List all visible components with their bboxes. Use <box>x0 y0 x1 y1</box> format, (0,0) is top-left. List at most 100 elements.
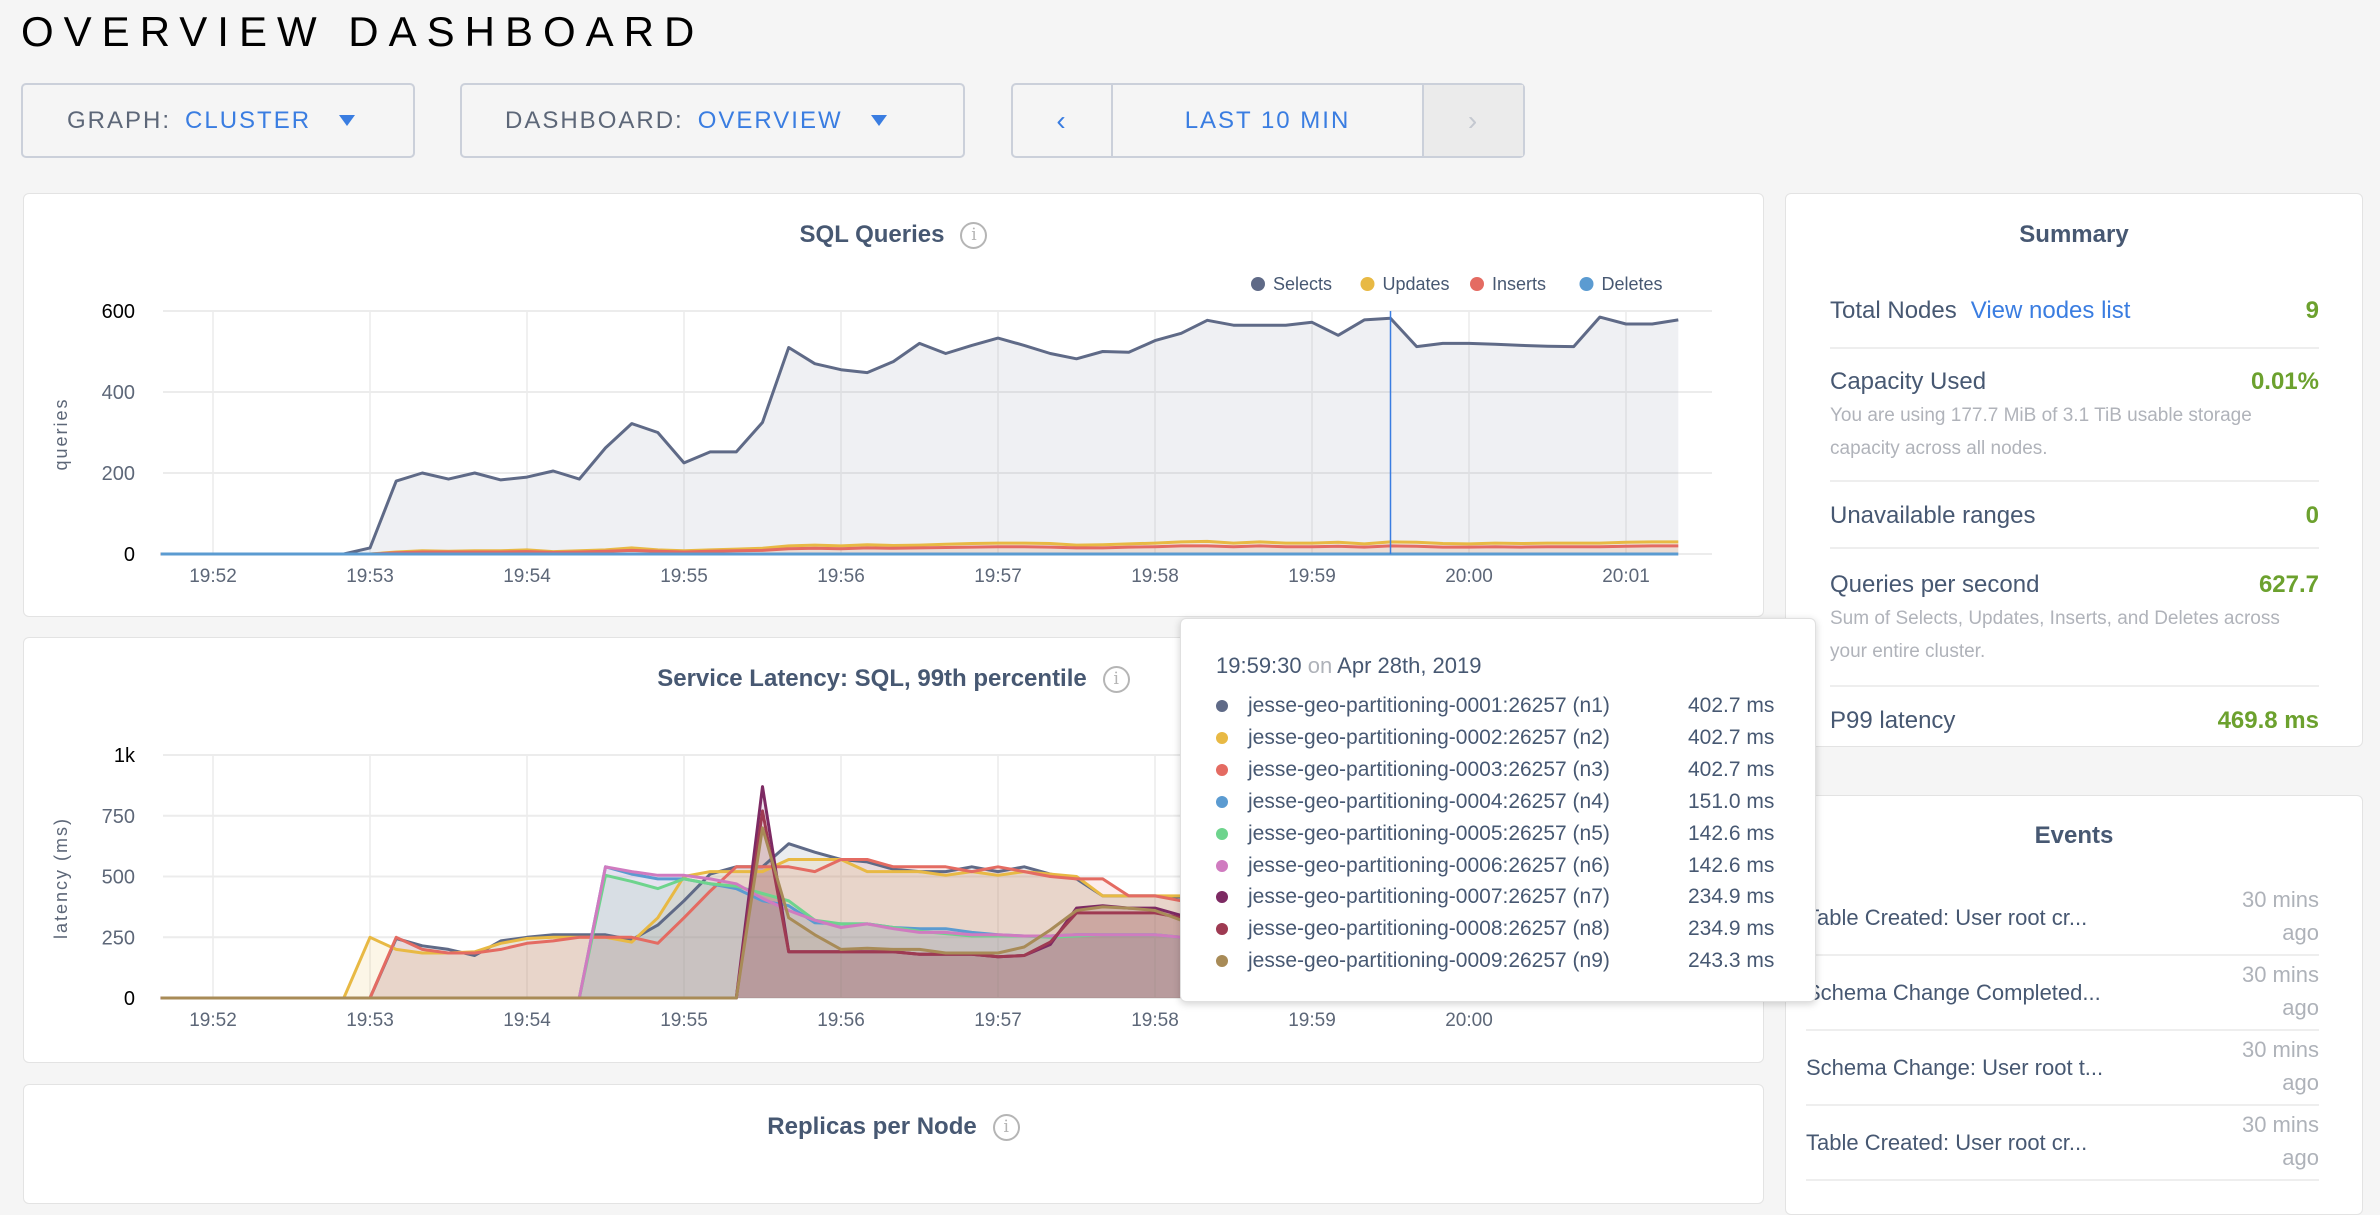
event-item[interactable]: Table Created: User root cr... 30 mins ag… <box>1806 881 2319 956</box>
sql-queries-chart[interactable]: 19:52 19:53 19:54 19:55 19:56 19:57 19:58 19:59… <box>24 194 1765 618</box>
caret-down-icon <box>339 115 356 126</box>
tooltip-value: 402.7 ms <box>1688 725 1775 749</box>
x-tick-label: 19:58 <box>1131 566 1179 587</box>
tooltip-node-name: jesse-geo-partitioning-0002:26257 (n2) <box>1248 725 1610 749</box>
series-dot-icon <box>1216 923 1228 936</box>
legend-label: Updates <box>1383 274 1450 294</box>
y-tick-label: 600 <box>102 301 135 323</box>
y-axis-label: queries <box>51 397 71 470</box>
tooltip-row: jesse-geo-partitioning-0004:26257 (n4) 15… <box>1216 786 1774 818</box>
y-tick-label: 0 <box>124 544 135 566</box>
tooltip-value: 234.9 ms <box>1688 917 1775 941</box>
view-nodes-list-link[interactable]: View nodes list <box>1970 297 2131 324</box>
info-icon[interactable]: i <box>992 1114 1020 1142</box>
x-tick-label: 19:52 <box>189 566 237 587</box>
tooltip-day: Apr 28th, 2019 <box>1337 653 1482 678</box>
events-card: Events Table Created: User root cr... 30 … <box>1785 795 2363 1215</box>
x-tick-label: 19:59 <box>1288 1010 1336 1031</box>
tooltip-row: jesse-geo-partitioning-0006:26257 (n6) 14… <box>1216 850 1774 882</box>
dashboard-label: DASHBOARD: <box>505 106 684 134</box>
p99-value: 469.8 ms <box>2217 707 2319 734</box>
graph-label: GRAPH: <box>67 106 172 134</box>
time-range-dropdown[interactable]: LAST 10 MIN <box>1113 85 1424 156</box>
qps-value: 627.7 <box>2258 571 2319 598</box>
event-text: Table Created: User root cr... <box>1806 1130 2088 1155</box>
graph-dropdown[interactable]: GRAPH: CLUSTER <box>21 83 415 158</box>
dashboard-dropdown[interactable]: DASHBOARD: OVERVIEW <box>460 83 965 158</box>
x-tick-label: 19:59 <box>1288 566 1336 587</box>
latency-title-wrap: Service Latency: SQL, 99th percentile i <box>24 665 1763 694</box>
x-tick-label: 19:56 <box>817 566 865 587</box>
page-title: OVERVIEW DASHBOARD <box>21 8 705 55</box>
tooltip-row: jesse-geo-partitioning-0008:26257 (n8) 23… <box>1216 913 1774 945</box>
series-dot-icon <box>1216 827 1228 840</box>
info-icon[interactable]: i <box>1102 666 1130 694</box>
legend-dot-icon <box>1579 277 1594 291</box>
y-tick-label: 0 <box>124 988 135 1010</box>
legend-dot-icon <box>1470 277 1484 291</box>
tooltip-row: jesse-geo-partitioning-0001:26257 (n1) 40… <box>1216 690 1774 722</box>
dashboard-value: OVERVIEW <box>697 106 843 134</box>
y-tick-label: 250 <box>102 927 135 949</box>
event-time: 30 mins ago <box>2241 887 2319 945</box>
tooltip-row: jesse-geo-partitioning-0005:26257 (n5) 14… <box>1216 818 1774 850</box>
total-nodes-value: 9 <box>2305 297 2319 324</box>
latency-title: Service Latency: SQL, 99th percentile <box>657 665 1087 692</box>
next-time-button[interactable]: › <box>1424 85 1523 156</box>
tooltip-value: 151.0 ms <box>1688 789 1775 813</box>
series-area <box>160 317 1679 554</box>
summary-row-p99: P99 latency 469.8 ms <box>1830 687 2319 738</box>
event-time: 30 mins ago <box>2241 962 2319 1020</box>
x-tick-label: 19:53 <box>346 566 394 587</box>
tooltip-value: 402.7 ms <box>1688 757 1775 781</box>
tooltip-node-name: jesse-geo-partitioning-0009:26257 (n9) <box>1248 949 1610 973</box>
tooltip-value: 142.6 ms <box>1688 853 1775 877</box>
summary-row-capacity: Capacity Used 0.01% You are using 177.7 M… <box>1830 349 2319 482</box>
tooltip-row: jesse-geo-partitioning-0009:26257 (n9) 24… <box>1216 945 1774 977</box>
chart-tooltip: 19:59:30 on Apr 28th, 2019 jesse-geo-par… <box>1180 618 1816 1002</box>
capacity-label: Capacity Used <box>1830 368 1987 395</box>
tooltip-node-name: jesse-geo-partitioning-0008:26257 (n8) <box>1248 917 1610 941</box>
series-line[interactable] <box>160 544 1679 556</box>
series-dot-icon <box>1216 795 1228 808</box>
series-dot-icon <box>1216 859 1228 872</box>
x-tick-label: 19:58 <box>1131 1010 1179 1031</box>
summary-row-qps: Queries per second 627.7 Sum of Selects, … <box>1830 549 2319 687</box>
chart-legend: Deletes Inserts Updates Selects <box>1251 274 1663 294</box>
x-tick-label: 19:55 <box>660 566 708 587</box>
x-tick-label: 19:56 <box>817 1010 865 1031</box>
series-dot-icon <box>1216 763 1228 776</box>
event-item[interactable]: Schema Change: User root t... 30 mins ago <box>1806 1031 2319 1106</box>
p99-label: P99 latency <box>1830 707 1956 734</box>
tooltip-value: 402.7 ms <box>1688 694 1775 717</box>
x-tick-label: 19:53 <box>346 1010 394 1031</box>
summary-title: Summary <box>2019 221 2129 248</box>
sql-queries-title: SQL Queries <box>799 221 945 248</box>
y-tick-label: 750 <box>102 806 135 828</box>
tooltip-row: jesse-geo-partitioning-0002:26257 (n2) 40… <box>1216 722 1774 754</box>
series-line[interactable] <box>160 315 1679 556</box>
x-tick-label: 20:00 <box>1445 566 1493 587</box>
unavailable-label: Unavailable ranges <box>1830 502 2036 529</box>
tooltip-node-name: jesse-geo-partitioning-0005:26257 (n5) <box>1248 821 1610 845</box>
summary-card: Summary Total Nodes View nodes list 9 Capa… <box>1785 193 2363 747</box>
x-tick-label: 19:54 <box>503 1010 551 1031</box>
y-tick-label: 500 <box>102 867 135 889</box>
x-tick-label: 19:57 <box>974 566 1022 587</box>
info-icon[interactable]: i <box>960 222 988 250</box>
previous-time-button[interactable]: ‹ <box>1013 85 1113 156</box>
replicas-title: Replicas per Node <box>767 1113 977 1140</box>
event-item[interactable]: Schema Change Completed... 30 mins ago <box>1806 956 2319 1031</box>
tooltip-time: 19:59:30 <box>1216 653 1302 678</box>
legend-label: Selects <box>1273 274 1332 294</box>
legend-dot-icon <box>1360 277 1375 291</box>
event-item[interactable]: Table Created: User root cr... 30 mins ag… <box>1806 1106 2319 1181</box>
event-time: 30 mins ago <box>2241 1112 2319 1170</box>
tooltip-node-name: jesse-geo-partitioning-0006:26257 (n6) <box>1248 853 1610 877</box>
tooltip-value: 243.3 ms <box>1688 949 1775 973</box>
events-title: Events <box>2034 822 2114 849</box>
tooltip-node-name: jesse-geo-partitioning-0004:26257 (n4) <box>1248 789 1610 813</box>
sql-queries-title-wrap: SQL Queries i <box>24 221 1763 250</box>
tooltip-node-name: jesse-geo-partitioning-0003:26257 (n3) <box>1248 757 1610 781</box>
qps-label: Queries per second <box>1830 571 2040 598</box>
